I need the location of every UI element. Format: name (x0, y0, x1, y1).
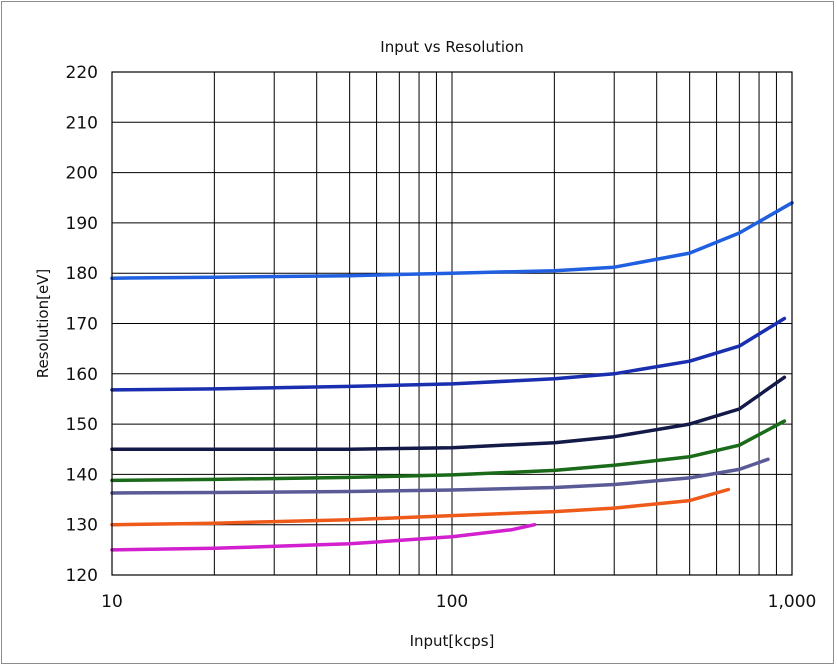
y-tick-label: 130 (66, 516, 98, 536)
series-group (110, 201, 794, 552)
x-axis-title: Input[kcps] (410, 632, 495, 650)
x-tick-label: 1,000 (768, 592, 817, 612)
y-tick-label: 200 (66, 164, 98, 184)
y-tick-label: 220 (66, 63, 98, 83)
plot-area (111, 71, 793, 576)
x-tick-label: 100 (436, 592, 468, 612)
series-line-3 (110, 375, 787, 452)
series-line-2 (110, 316, 787, 392)
series-line-6 (110, 487, 731, 527)
y-tick-label: 170 (66, 315, 98, 335)
y-axis: 120 130 140 150 160 170 180 190 200 210 220 (66, 63, 98, 586)
y-tick-label: 180 (66, 264, 98, 284)
y-tick-label: 160 (66, 365, 98, 385)
series-line-5 (110, 457, 770, 495)
y-tick-label: 150 (66, 415, 98, 435)
series-line-1 (110, 201, 794, 280)
y-tick-label: 140 (66, 465, 98, 485)
chart-title: Input vs Resolution (380, 38, 523, 56)
y-tick-label: 120 (66, 566, 98, 586)
y-tick-label: 190 (66, 214, 98, 234)
y-tick-label: 210 (66, 113, 98, 133)
x-axis: 10 100 1,000 (101, 592, 816, 612)
x-tick-label: 10 (101, 592, 123, 612)
y-axis-title: Resolution[eV] (34, 269, 52, 379)
series-line-4 (110, 419, 787, 483)
series-line-7 (110, 522, 537, 552)
